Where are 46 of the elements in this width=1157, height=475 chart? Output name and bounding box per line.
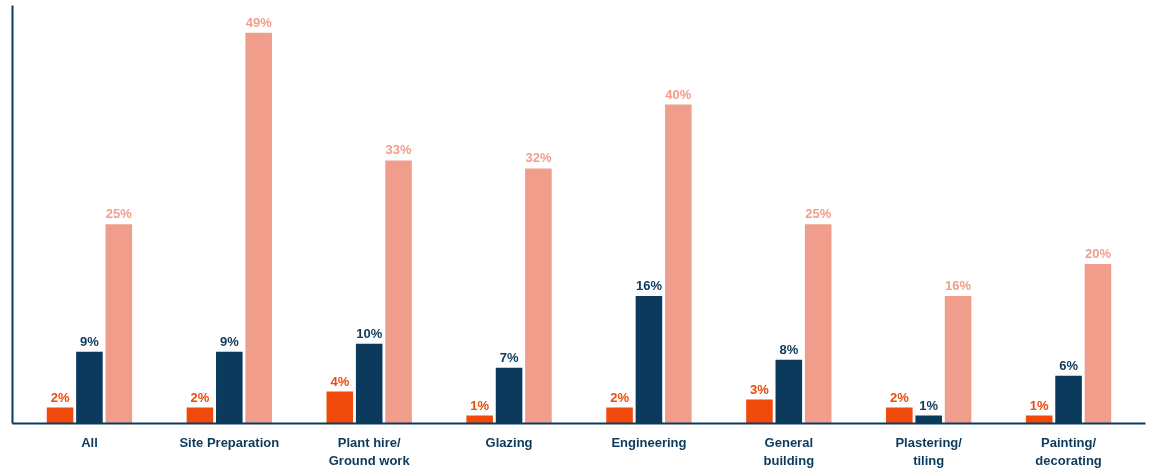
bar [46, 407, 74, 424]
bar [525, 168, 552, 424]
data-label: 4% [330, 373, 350, 389]
bar [944, 295, 972, 424]
data-label: 10% [356, 325, 383, 341]
data-label: 16% [945, 277, 972, 293]
x-tick-label: Plant hire/ Ground work [328, 434, 411, 468]
data-label: 3% [750, 381, 770, 397]
data-label: 1% [919, 397, 939, 413]
x-tick-label: Site Preparation [179, 434, 280, 450]
bar [105, 224, 133, 424]
data-label: 1% [1029, 397, 1050, 413]
bar [326, 391, 354, 424]
data-label: 33% [385, 142, 413, 158]
data-label: 2% [610, 389, 630, 405]
x-tick-label: Engineering [611, 434, 687, 450]
bar [606, 407, 633, 424]
data-label: 25% [105, 206, 133, 222]
data-label: 7% [499, 349, 519, 365]
data-label: 8% [779, 341, 799, 357]
data-label: 25% [805, 206, 832, 222]
bar [385, 160, 412, 424]
data-label: 9% [219, 333, 240, 349]
data-label: 2% [50, 389, 70, 405]
bar [886, 407, 913, 424]
bar [1084, 264, 1112, 424]
data-label: 32% [525, 150, 552, 166]
data-label: 2% [190, 389, 210, 405]
x-tick-label: Plastering/ tiling [895, 434, 963, 468]
bar [746, 399, 773, 424]
data-label: 40% [665, 86, 692, 102]
data-label: 6% [1059, 357, 1079, 373]
x-tick-label: All [81, 434, 98, 450]
bar [665, 104, 692, 424]
x-tick-label: Painting/ decorating [1035, 434, 1102, 468]
bar [245, 32, 272, 424]
bar [804, 224, 832, 424]
x-tick-label: Glazing [485, 434, 533, 450]
bar [186, 407, 214, 424]
data-label: 49% [245, 14, 273, 30]
data-label: 9% [80, 333, 100, 349]
data-label: 20% [1084, 246, 1112, 262]
x-tick-label: General building [763, 434, 815, 468]
data-label: 16% [635, 277, 663, 293]
data-label: 1% [470, 397, 490, 413]
data-label: 2% [889, 389, 910, 405]
